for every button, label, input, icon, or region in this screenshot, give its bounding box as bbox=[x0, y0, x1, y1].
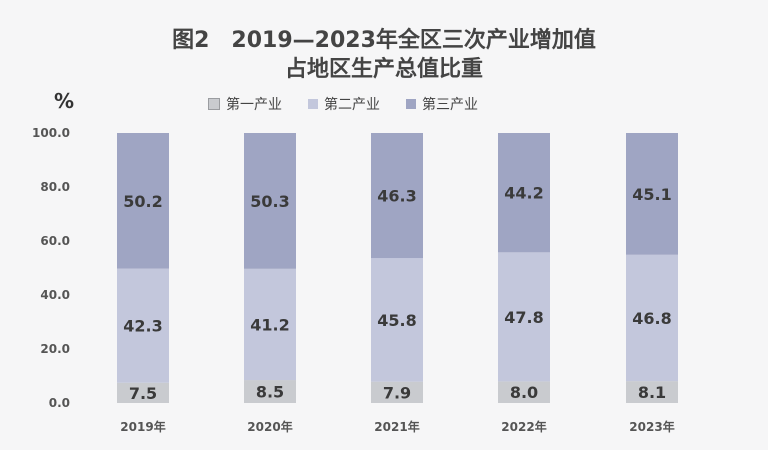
data-label-tertiary: 46.3 bbox=[377, 187, 416, 206]
legend-swatch-tertiary bbox=[406, 99, 416, 109]
legend-label-tertiary: 第三产业 bbox=[422, 97, 478, 113]
bar-segment-tertiary bbox=[498, 133, 550, 253]
legend-label-secondary: 第二产业 bbox=[324, 97, 380, 113]
bar-segment-tertiary bbox=[117, 133, 169, 269]
data-label-primary: 8.5 bbox=[256, 383, 284, 402]
bar-segment-primary bbox=[244, 380, 296, 403]
x-tick-label: 2019年 bbox=[120, 419, 165, 434]
x-tick-label: 2020年 bbox=[247, 419, 292, 434]
data-label-secondary: 42.3 bbox=[123, 317, 162, 336]
bar-segment-secondary bbox=[117, 268, 169, 383]
legend-label-primary: 第一产业 bbox=[226, 97, 282, 113]
bar-segment-secondary bbox=[626, 254, 678, 382]
bar-segment-secondary bbox=[244, 268, 296, 381]
y-tick-label: 100.0 bbox=[32, 126, 70, 140]
y-tick-label: 60.0 bbox=[40, 234, 70, 248]
y-tick-label: 40.0 bbox=[40, 288, 70, 302]
data-label-secondary: 46.8 bbox=[632, 309, 671, 328]
bar-segment-tertiary bbox=[626, 133, 678, 255]
x-tick-label: 2022年 bbox=[501, 419, 546, 434]
data-label-secondary: 41.2 bbox=[250, 315, 289, 334]
y-tick-label: 20.0 bbox=[40, 342, 70, 356]
bar-segment-primary bbox=[626, 381, 678, 403]
data-label-secondary: 45.8 bbox=[377, 311, 416, 330]
bar-segment-primary bbox=[117, 382, 169, 403]
legend-swatch-primary bbox=[208, 98, 220, 110]
y-tick-label: 0.0 bbox=[49, 396, 70, 410]
chart-title-line-2: 占地区生产总值比重 bbox=[284, 57, 483, 82]
x-tick-label: 2021年 bbox=[374, 419, 419, 434]
legend: 第一产业 第二产业 第三产业 bbox=[208, 94, 478, 114]
data-label-secondary: 47.8 bbox=[504, 308, 543, 327]
legend-item-primary: 第一产业 bbox=[208, 94, 282, 114]
legend-swatch-secondary bbox=[308, 99, 318, 109]
legend-item-secondary: 第二产业 bbox=[308, 94, 380, 114]
x-tick-label: 2023年 bbox=[629, 419, 674, 434]
data-label-tertiary: 50.3 bbox=[250, 192, 289, 211]
chart-title: 图2 2019—2023年全区三次产业增加值 占地区生产总值比重 bbox=[0, 26, 768, 84]
data-label-primary: 8.0 bbox=[510, 383, 538, 402]
legend-item-tertiary: 第三产业 bbox=[406, 94, 478, 114]
data-label-primary: 8.1 bbox=[638, 383, 666, 402]
bar-segment-secondary bbox=[498, 252, 550, 382]
bar-segment-primary bbox=[371, 381, 423, 403]
data-label-tertiary: 44.2 bbox=[504, 184, 543, 203]
data-label-primary: 7.5 bbox=[129, 384, 157, 403]
y-tick-label: 80.0 bbox=[40, 180, 70, 194]
chart-title-line-1: 图2 2019—2023年全区三次产业增加值 bbox=[172, 28, 596, 53]
data-label-tertiary: 45.1 bbox=[632, 185, 671, 204]
data-label-tertiary: 50.2 bbox=[123, 192, 162, 211]
data-label-primary: 7.9 bbox=[383, 383, 411, 402]
bar-segment-primary bbox=[498, 381, 550, 403]
bar-segment-tertiary bbox=[371, 133, 423, 259]
y-axis-unit: % bbox=[54, 89, 75, 113]
bar-segment-tertiary bbox=[244, 133, 296, 269]
bar-segment-secondary bbox=[371, 258, 423, 382]
